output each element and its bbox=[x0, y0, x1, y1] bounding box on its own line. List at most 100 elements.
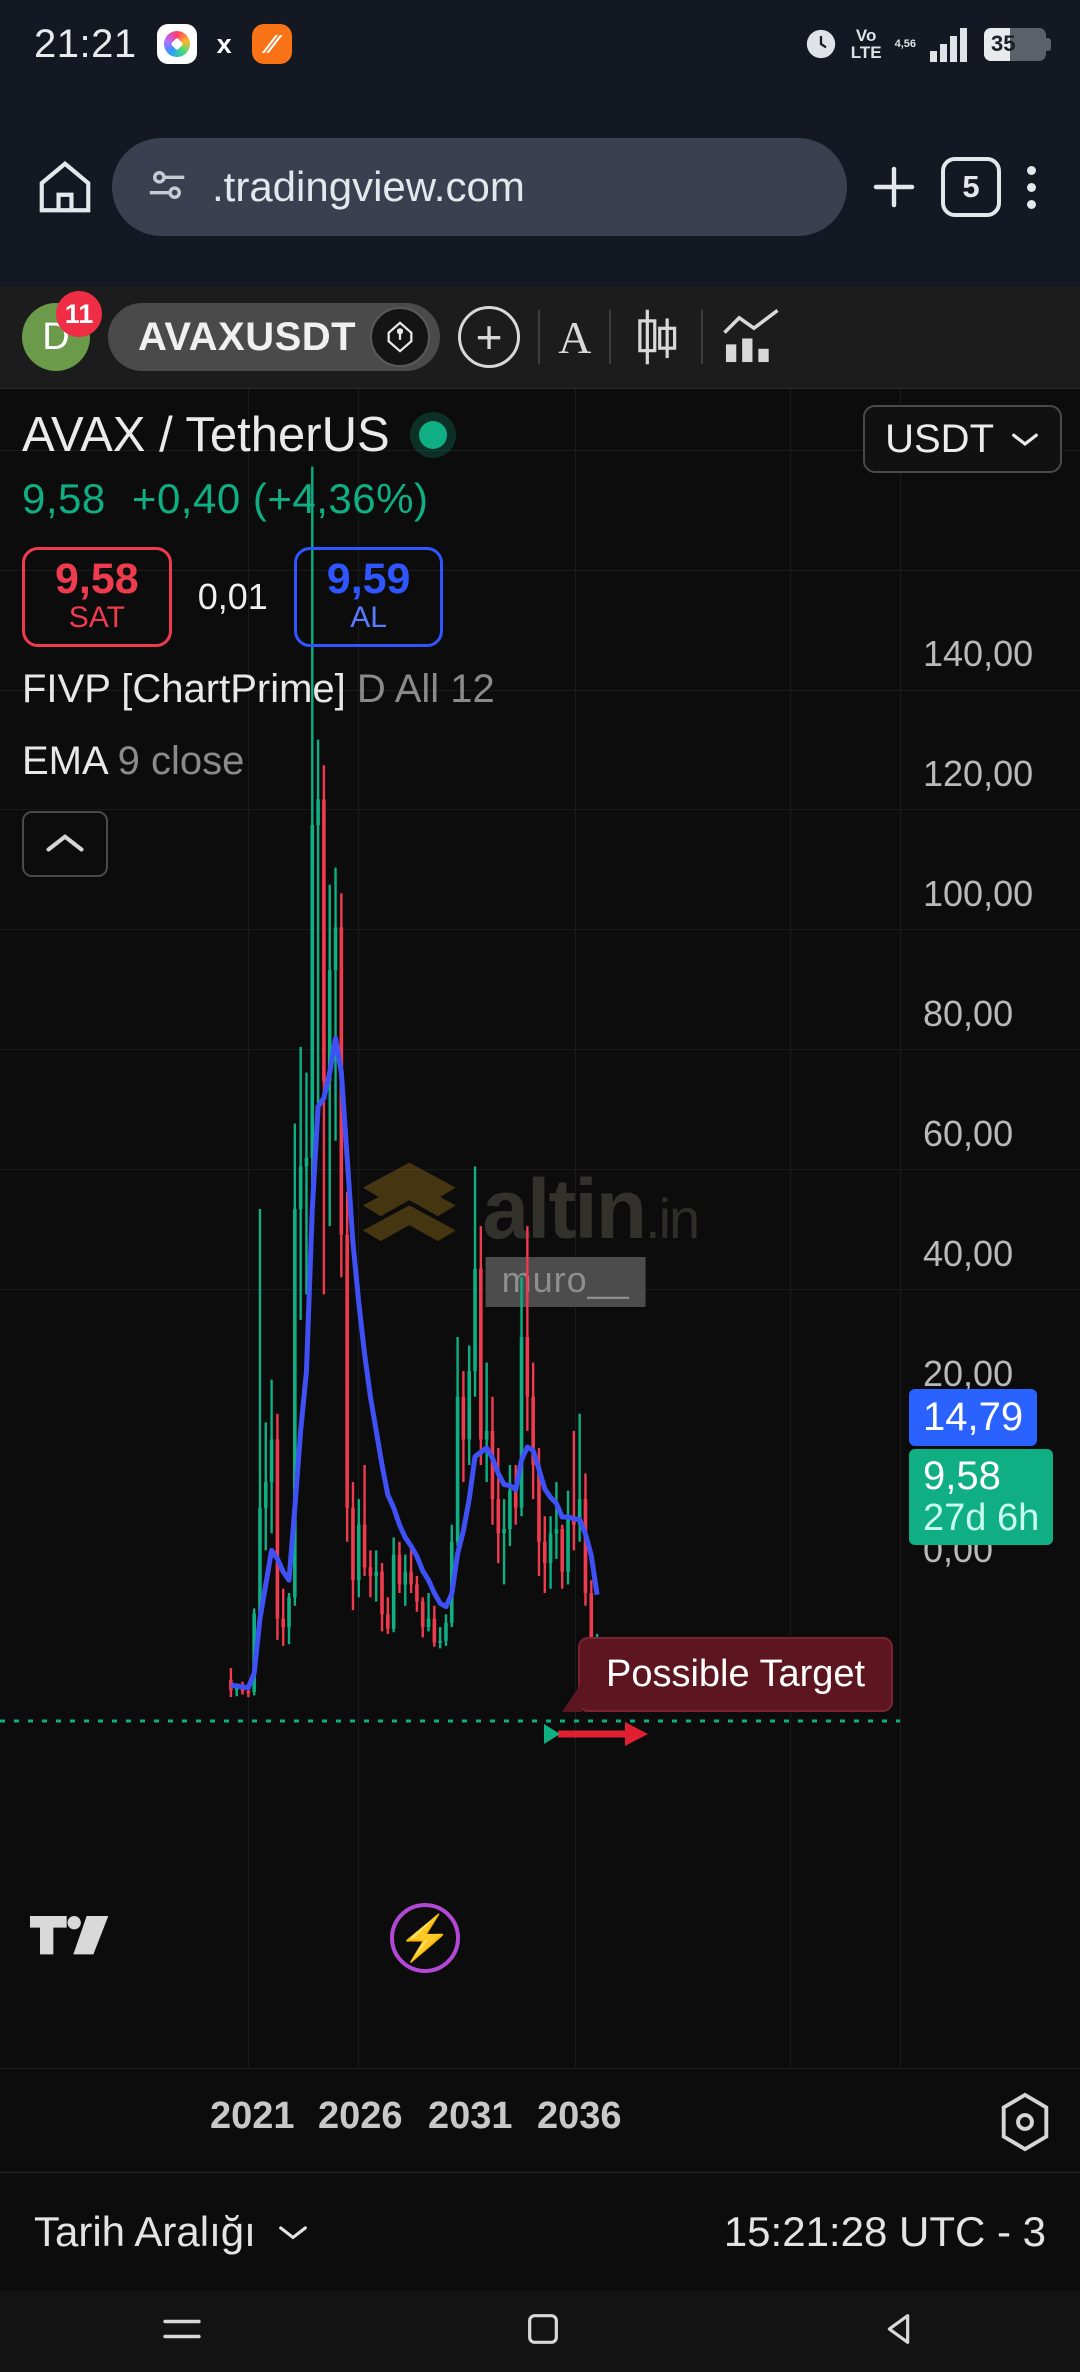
tradingview-logo bbox=[30, 1915, 110, 1972]
x-tick-label: 2026 bbox=[318, 2095, 403, 2137]
url-text: .tradingview.com bbox=[212, 163, 525, 210]
avatar[interactable]: D 11 bbox=[22, 291, 102, 371]
chevron-down-icon bbox=[278, 2225, 307, 2239]
buy-button[interactable]: 9,59 AL bbox=[293, 547, 444, 647]
indicator-legend-ema[interactable]: EMA 9 close bbox=[22, 739, 244, 784]
collapse-legend-button[interactable] bbox=[22, 811, 108, 877]
chevron-up-icon bbox=[46, 834, 84, 852]
chart-settings-icon[interactable] bbox=[996, 2091, 1054, 2158]
dnd-icon bbox=[804, 27, 838, 61]
gridline-h bbox=[0, 929, 1080, 930]
change-abs: +0,40 bbox=[131, 475, 241, 522]
indicator-params: 9 close bbox=[117, 739, 245, 783]
date-range-button[interactable]: Tarih Aralığı bbox=[34, 2208, 310, 2256]
spread-value: 0,01 bbox=[197, 575, 268, 617]
plus-circle-icon[interactable]: + bbox=[458, 306, 521, 368]
sell-button[interactable]: 9,58 SAT bbox=[22, 547, 172, 647]
indicator-legend-fivp[interactable]: FIVP [ChartPrime] D All 12 bbox=[22, 667, 495, 712]
recents-icon[interactable] bbox=[159, 2314, 205, 2349]
last-price: 9,58 bbox=[22, 475, 106, 522]
countdown-value: 27d 6h bbox=[923, 1497, 1040, 1540]
gridline-h bbox=[0, 690, 1080, 691]
quote-row: 9,58 +0,40 (+4,36%) bbox=[22, 475, 428, 523]
status-bar-left: 21:21 x ⁄⁄ bbox=[34, 22, 292, 67]
currency-label: USDT bbox=[885, 416, 994, 461]
watermark-text: altin.in bbox=[482, 1161, 700, 1256]
volte-icon: Vo LTE bbox=[850, 26, 882, 62]
candlestick-icon[interactable] bbox=[629, 306, 683, 368]
x-tick-label: 2021 bbox=[210, 2095, 295, 2137]
chevron-down-icon bbox=[1012, 433, 1038, 447]
gridline-h bbox=[0, 450, 1080, 451]
price-chart[interactable]: altin.in muro__ Possible Target ⚡ bbox=[0, 389, 1080, 2118]
chart-footer: Tarih Aralığı 15:21:28 UTC - 3 bbox=[0, 2172, 1080, 2290]
gridline-h bbox=[0, 1169, 1080, 1170]
last-price-badge: 9,58 27d 6h bbox=[909, 1449, 1054, 1546]
app-orange-icon: ⁄⁄ bbox=[251, 24, 292, 64]
network-speed-label: 4,56 bbox=[894, 37, 916, 50]
ema-price-badge: 14,79 bbox=[909, 1389, 1038, 1446]
plus-icon[interactable] bbox=[863, 156, 925, 218]
back-triangle-icon[interactable] bbox=[881, 2309, 921, 2354]
altin-mark-icon bbox=[362, 1162, 456, 1242]
home-square-icon[interactable] bbox=[523, 2309, 563, 2354]
market-open-dot-icon bbox=[409, 412, 456, 458]
page-title[interactable]: AVAX / TetherUS bbox=[22, 407, 456, 463]
text-tool-icon[interactable]: A bbox=[558, 311, 592, 363]
indicator-params: D All 12 bbox=[356, 667, 495, 711]
y-tick-label: 40,00 bbox=[923, 1233, 1014, 1274]
toolbar-divider bbox=[609, 310, 612, 364]
ask-price: 9,59 bbox=[326, 555, 411, 603]
toolbar-divider bbox=[701, 310, 704, 364]
y-tick-label: 20,00 bbox=[923, 1353, 1014, 1394]
gridline-v bbox=[575, 389, 576, 2118]
x-app-icon: x bbox=[216, 28, 232, 59]
lightning-icon[interactable]: ⚡ bbox=[390, 1903, 460, 1973]
symbol-title-text: AVAX / TetherUS bbox=[22, 408, 390, 462]
gridline-h bbox=[0, 570, 1080, 571]
gridline-v bbox=[248, 389, 249, 2118]
last-price-badge-value: 9,58 bbox=[923, 1454, 1001, 1498]
notification-badge: 11 bbox=[56, 291, 102, 337]
gridline-v bbox=[790, 389, 791, 2118]
home-icon[interactable] bbox=[34, 156, 96, 218]
change-pct: (+4,36%) bbox=[252, 475, 429, 522]
y-tick-label: 60,00 bbox=[923, 1113, 1014, 1154]
price-axis[interactable]: 140,00 120,00 100,00 80,00 60,00 40,00 2… bbox=[900, 389, 1080, 2118]
target-arrow-icon bbox=[544, 1722, 648, 1746]
gridline-v bbox=[358, 389, 359, 2118]
y-tick-label: 100,00 bbox=[923, 873, 1034, 914]
browser-toolbar: .tradingview.com 5 bbox=[0, 88, 1080, 286]
chart-clock[interactable]: 15:21:28 UTC - 3 bbox=[723, 2207, 1046, 2255]
site-settings-icon[interactable] bbox=[144, 162, 190, 213]
y-tick-label: 140,00 bbox=[923, 633, 1034, 674]
toolbar-divider bbox=[538, 310, 541, 364]
date-range-label: Tarih Aralığı bbox=[34, 2207, 256, 2255]
android-status-bar: 21:21 x ⁄⁄ Vo LTE 4,56 bbox=[0, 0, 1080, 88]
bid-price: 9,58 bbox=[55, 555, 139, 603]
tradingview-toolbar: D 11 AVAXUSDT + A bbox=[0, 286, 1080, 389]
indicators-icon[interactable] bbox=[721, 309, 781, 365]
signal-bars-icon bbox=[929, 26, 971, 62]
google-photos-icon bbox=[156, 24, 197, 64]
ask-label: AL bbox=[350, 601, 387, 635]
symbol-search-button[interactable]: AVAXUSDT bbox=[108, 303, 441, 371]
bid-label: SAT bbox=[68, 601, 125, 635]
url-bar[interactable]: .tradingview.com bbox=[112, 138, 847, 236]
possible-target-label[interactable]: Possible Target bbox=[561, 1637, 894, 1712]
y-tick-label: 120,00 bbox=[923, 753, 1034, 794]
time-axis[interactable]: 2021 2026 2031 2036 bbox=[0, 2068, 1080, 2172]
battery-indicator: 35 bbox=[984, 27, 1051, 61]
candle-series bbox=[229, 466, 600, 1698]
pen-tool-icon[interactable] bbox=[370, 307, 431, 367]
tab-counter-button[interactable]: 5 bbox=[941, 157, 1001, 217]
indicator-name: FIVP [ChartPrime] bbox=[22, 667, 346, 711]
status-clock: 21:21 bbox=[34, 21, 137, 66]
kebab-menu-icon[interactable] bbox=[1017, 165, 1046, 209]
x-tick-label: 2036 bbox=[537, 2095, 622, 2137]
currency-selector[interactable]: USDT bbox=[863, 405, 1062, 473]
status-bar-right: Vo LTE 4,56 35 bbox=[804, 26, 1051, 62]
watermark-logo: altin.in bbox=[354, 1159, 700, 1259]
symbol-label: AVAXUSDT bbox=[138, 314, 357, 359]
